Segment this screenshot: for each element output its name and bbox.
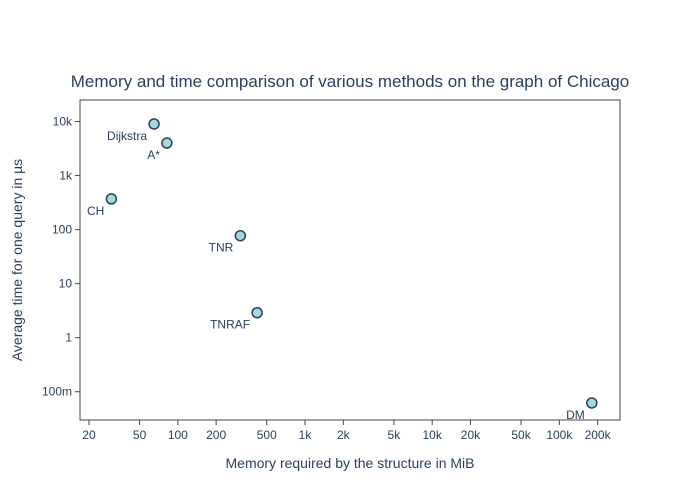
data-point (586, 397, 598, 409)
data-point (161, 137, 173, 149)
x-tick-label: 200 (206, 428, 226, 442)
y-tick-label: 1k (59, 169, 73, 183)
x-tick-label: 50k (511, 428, 531, 442)
data-point (105, 193, 118, 205)
x-axis-label: Memory required by the structure in MiB (226, 455, 475, 471)
x-tick-label: 2k (337, 428, 351, 442)
x-tick-label: 200k (585, 428, 612, 442)
data-point (251, 306, 263, 319)
x-tick-label: 100 (168, 428, 188, 442)
x-axis: 20 50 100 200 500 1k 2k 5k 10k 20k 50k 100k 200k (82, 420, 612, 442)
x-tick-label: 20 (82, 428, 96, 442)
x-tick-label: 1k (299, 428, 313, 442)
x-tick-label: 20k (461, 428, 481, 442)
chart-title: Memory and time comparison of various me… (71, 72, 629, 91)
y-tick-label: 100 (52, 223, 72, 237)
x-tick-label: 50 (133, 428, 147, 442)
x-tick-label: 500 (257, 428, 277, 442)
y-tick-label: 10 (59, 277, 73, 291)
x-tick-label: 5k (388, 428, 402, 442)
data-point-label: TNR (209, 241, 234, 255)
y-tick-label: 1 (65, 331, 72, 345)
plot-area (79, 99, 621, 421)
y-axis: 100m 1 10 100 1k 10k (42, 115, 80, 399)
data-point-label: Dijkstra (107, 129, 147, 143)
data-point-label: DM (566, 408, 585, 422)
y-axis-label: Average time for one query in µs (9, 159, 25, 361)
data-point-label: CH (87, 204, 104, 218)
data-point-label: TNRAF (210, 318, 250, 332)
x-tick-label: 100k (546, 428, 573, 442)
y-tick-label: 100m (42, 385, 72, 399)
data-point (234, 229, 247, 242)
data-point (148, 118, 160, 130)
data-point-label: A* (147, 148, 160, 162)
y-tick-label: 10k (53, 115, 73, 129)
x-tick-label: 10k (422, 428, 442, 442)
